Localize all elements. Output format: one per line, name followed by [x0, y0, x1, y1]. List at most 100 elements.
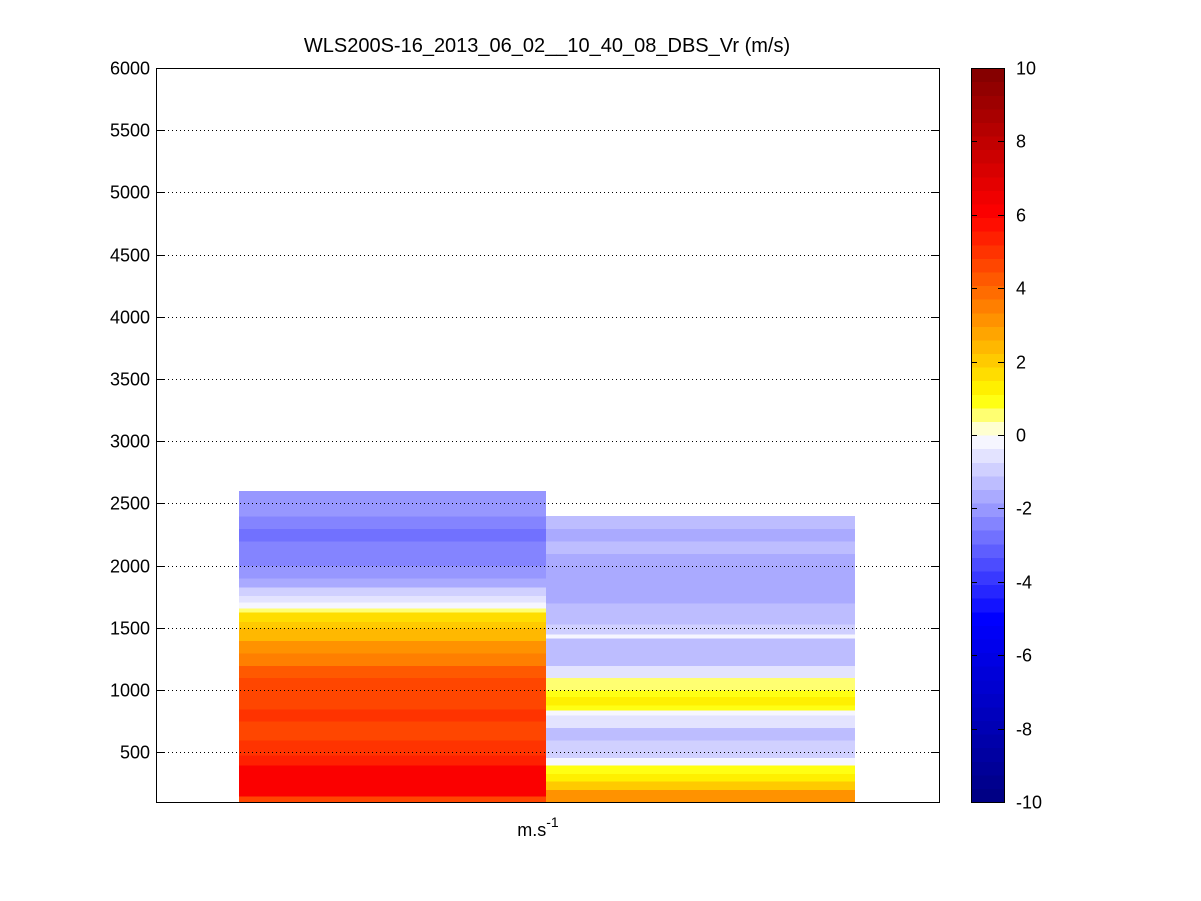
heatmap-cell — [239, 621, 546, 629]
colorbar-level — [971, 611, 1004, 626]
heatmap-cell — [546, 646, 855, 666]
colorbar-level — [971, 394, 1004, 409]
y-tick-label: 2500 — [110, 494, 150, 514]
heatmap-cell — [239, 783, 546, 797]
heatmap-cell — [239, 611, 546, 623]
colorbar-level — [971, 747, 1004, 762]
colorbar-level — [971, 380, 1004, 395]
colorbar-level — [971, 570, 1004, 586]
heatmap-cell — [546, 704, 855, 711]
heatmap-cell — [239, 739, 546, 756]
colorbar-level — [971, 693, 1004, 708]
colorbar-level — [971, 108, 1004, 123]
colorbar-level — [971, 679, 1004, 694]
heatmap-cell — [239, 795, 546, 803]
colorbar-level — [971, 149, 1004, 164]
colorbar-level — [971, 122, 1004, 137]
y-axis: 500 1000 1500 2000 2500 3000 3500 4000 4500 5000 5… — [110, 59, 939, 763]
colorbar-level — [971, 584, 1004, 599]
y-tick-label: 6000 — [110, 59, 150, 79]
colorbar-level — [971, 367, 1004, 382]
colorbar-tick-label: -10 — [1016, 793, 1042, 813]
colorbar-level — [971, 502, 1004, 518]
colorbar-level — [971, 203, 1004, 219]
heatmap-cell — [239, 578, 546, 588]
colorbar-level — [971, 231, 1004, 246]
heatmap-cell — [546, 540, 855, 554]
heatmap-cell — [546, 528, 855, 542]
heatmap-cell — [239, 601, 546, 609]
colorbar-level — [971, 638, 1004, 654]
heatmap-cell — [546, 780, 855, 791]
colorbar-level — [971, 421, 1004, 436]
colorbar-level — [971, 761, 1004, 776]
y-tick-label: 3000 — [110, 432, 150, 452]
colorbar-level — [971, 462, 1004, 477]
colorbar-level — [971, 706, 1004, 722]
heatmap-cell — [546, 553, 855, 567]
colorbar-level — [971, 435, 1004, 450]
heatmap-cell — [239, 640, 546, 654]
colorbar-tick-label: 0 — [1016, 426, 1026, 446]
colorbar-tick-label: 6 — [1016, 206, 1026, 226]
colorbar-level — [971, 652, 1004, 667]
heatmap-cell — [546, 757, 855, 766]
heatmap-cell — [546, 789, 855, 803]
colorbar-level — [971, 326, 1004, 341]
heatmap-cell — [546, 773, 855, 782]
colorbar-tick-label: 2 — [1016, 353, 1026, 373]
heatmap-cell — [546, 615, 855, 625]
y-tick-label: 1500 — [110, 619, 150, 639]
colorbar-tick-label: -4 — [1016, 573, 1032, 593]
heatmap-cell — [546, 677, 855, 691]
heatmap-cell — [239, 754, 546, 766]
heatmap-cell — [546, 665, 855, 679]
colorbar-level — [971, 475, 1004, 490]
colorbar-level — [971, 720, 1004, 735]
heatmap-cell — [546, 690, 855, 697]
colorbar-tick-label: 4 — [1016, 279, 1026, 299]
colorbar-level — [971, 543, 1004, 558]
heatmap-cell — [239, 764, 546, 784]
colorbar-level — [971, 68, 1004, 83]
heatmap-cell — [239, 690, 546, 710]
colorbar-level — [971, 258, 1004, 273]
heatmap-cell — [239, 528, 546, 542]
y-tick-label: 5500 — [110, 121, 150, 141]
colorbar-level — [971, 516, 1004, 531]
heatmap-cell — [546, 696, 855, 706]
colorbar-level — [971, 407, 1004, 423]
heatmap-cell — [239, 677, 546, 691]
y-tick-label: 5000 — [110, 183, 150, 203]
colorbar-level — [971, 530, 1004, 545]
colorbar-level — [971, 217, 1004, 232]
y-tick-label: 500 — [120, 743, 150, 763]
colorbar-level — [971, 135, 1004, 151]
colorbar-level — [971, 774, 1004, 790]
heatmap-column-1 — [239, 490, 546, 803]
y-tick-label: 4500 — [110, 246, 150, 266]
heatmap-cell — [239, 515, 546, 529]
axes-box — [156, 68, 940, 803]
colorbar-level — [971, 598, 1004, 613]
colorbar-level — [971, 312, 1004, 327]
colorbar-level — [971, 299, 1004, 314]
y-tick-label: 3500 — [110, 370, 150, 390]
colorbar: -10 -8 -6 -4 -2 0 2 4 6 8 10 — [971, 59, 1042, 813]
heatmap-cell — [239, 627, 546, 641]
y-tick-label: 4000 — [110, 308, 150, 328]
y-tick-label: 1000 — [110, 681, 150, 701]
heatmap-cell — [546, 590, 855, 604]
colorbar-tick-label: -2 — [1016, 499, 1032, 519]
colorbar-tick-label: -6 — [1016, 646, 1032, 666]
heatmap-cell — [239, 540, 546, 567]
heatmap-cell — [546, 624, 855, 635]
colorbar-level — [971, 95, 1004, 110]
chart-title: WLS200S-16_2013_06_02__10_40_08_DBS_Vr (… — [304, 35, 790, 57]
colorbar-tick-label: 8 — [1016, 132, 1026, 152]
heatmap-cell — [239, 607, 546, 613]
colorbar-level — [971, 163, 1004, 178]
heatmap-cell — [546, 515, 855, 529]
